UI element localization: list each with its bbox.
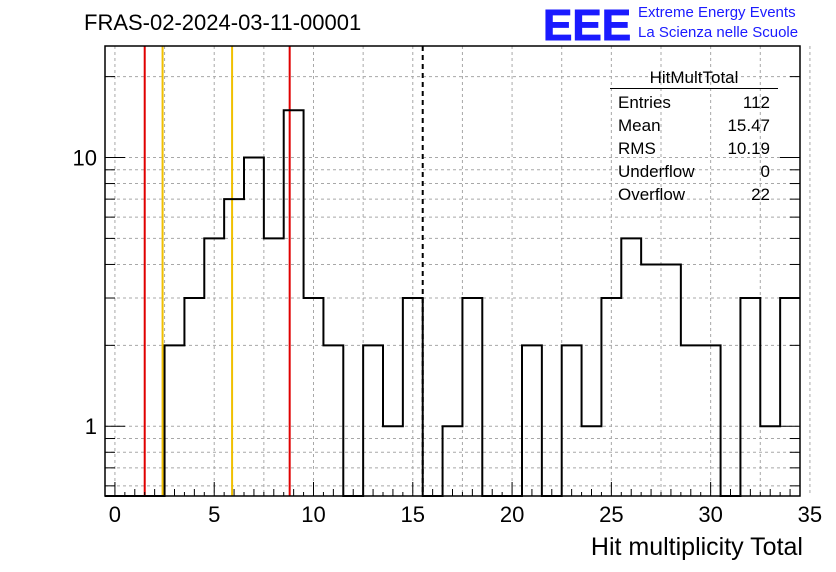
stats-row-overflow: Overflow 22 xyxy=(610,183,778,206)
x-tick-label: 30 xyxy=(698,502,722,527)
x-tick-label: 15 xyxy=(401,502,425,527)
stats-row-rms: RMS 10.19 xyxy=(610,137,778,160)
stats-value: 112 xyxy=(742,93,770,112)
stats-value: 0 xyxy=(760,162,770,181)
stats-row-underflow: Underflow 0 xyxy=(610,160,778,183)
x-tick-label: 5 xyxy=(208,502,220,527)
eee-logo-letters: EEE xyxy=(543,2,631,46)
eee-logo-caption: Extreme Energy Events La Scienza nelle S… xyxy=(638,3,798,43)
x-tick-label: 25 xyxy=(599,502,623,527)
histogram-outline xyxy=(105,109,800,497)
x-tick-label: 0 xyxy=(109,502,121,527)
axis-tick-labels: 0 5 10 15 20 25 30 35 1 10 xyxy=(73,146,823,527)
stats-label: Overflow xyxy=(618,185,686,204)
axis-ticks xyxy=(105,76,801,496)
x-tick-label: 20 xyxy=(500,502,524,527)
stats-title: HitMultTotal xyxy=(610,68,778,89)
histogram-title: FRAS-02-2024-03-11-00001 xyxy=(84,10,362,35)
logo-line-1: Extreme Energy Events xyxy=(638,4,796,21)
stats-value: 22 xyxy=(751,185,770,204)
eee-logo: EEE xyxy=(543,2,632,46)
x-tick-label: 10 xyxy=(301,502,325,527)
y-tick-label: 10 xyxy=(73,146,97,171)
marker-lines xyxy=(143,46,424,496)
logo-line-2: La Scienza nelle Scuole xyxy=(638,24,799,41)
x-tick-label: 35 xyxy=(798,502,822,527)
stats-label: RMS xyxy=(618,139,656,158)
stats-label: Underflow xyxy=(618,162,695,181)
stats-row-entries: Entries 112 xyxy=(610,91,778,114)
y-tick-label: 1 xyxy=(85,414,97,439)
stats-rows: Entries 112 Mean 15.47 RMS 10.19 Underflow 0 Ove… xyxy=(610,91,778,206)
stats-label: Entries xyxy=(618,93,671,112)
x-axis-label: Hit multiplicity Total xyxy=(590,533,803,561)
stats-row-mean: Mean 15.47 xyxy=(610,114,778,137)
stats-value: 10.19 xyxy=(727,139,770,158)
stats-value: 15.47 xyxy=(727,116,770,135)
stats-label: Mean xyxy=(618,116,661,135)
stats-box: HitMultTotal Entries 112 Mean 15.47 RMS 10.19… xyxy=(610,68,778,206)
